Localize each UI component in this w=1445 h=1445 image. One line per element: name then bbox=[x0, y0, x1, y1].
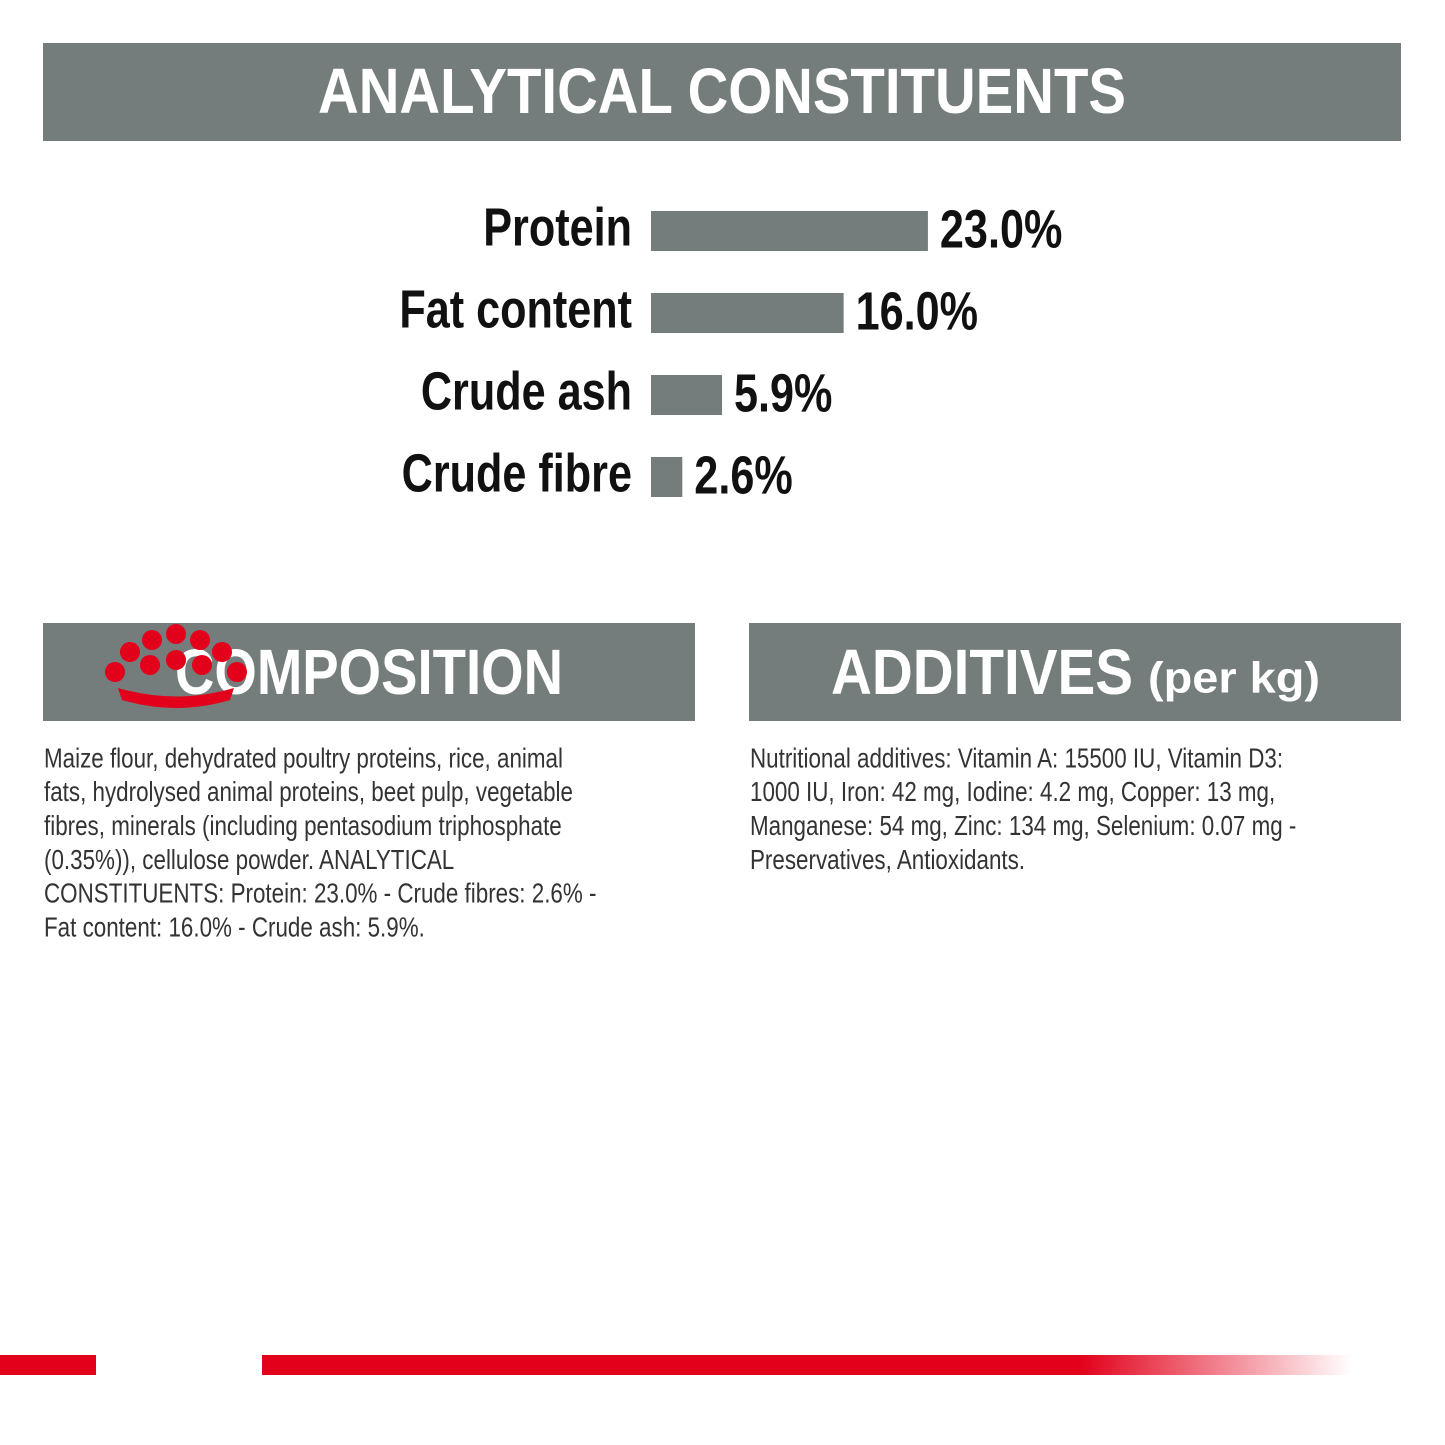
logo bbox=[0, 624, 1352, 1375]
bar bbox=[651, 375, 723, 415]
chart: Protein 23.0% Fat content 16.0% Crude ash 5.9… bbox=[399, 198, 1062, 506]
header-bar bbox=[43, 43, 1401, 141]
additives-header bbox=[749, 623, 1401, 721]
value-label: 5.9% bbox=[734, 364, 832, 424]
header-title: ANALYTICAL CONSTITUENTS bbox=[318, 55, 1126, 127]
text-line: 1000 IU, Iron: 42 mg, Iodine: 4.2 mg, Co… bbox=[750, 777, 1275, 808]
category-label: Fat content bbox=[399, 280, 632, 340]
crown-dot bbox=[120, 642, 140, 662]
text-line: Preservatives, Antioxidants. bbox=[750, 845, 1025, 876]
text-line: (0.35%)), cellulose powder. ANALYTICAL bbox=[44, 845, 454, 876]
category-label: Crude fibre bbox=[402, 444, 632, 504]
crown-dot bbox=[140, 655, 160, 675]
crown-dot bbox=[105, 662, 125, 682]
category-label: Crude ash bbox=[421, 362, 632, 422]
text-line: Fat content: 16.0% - Crude ash: 5.9%. bbox=[44, 912, 425, 943]
crown-base bbox=[118, 688, 234, 708]
additives-subtitle: (per kg) bbox=[1148, 654, 1320, 703]
text-line: fats, hydrolysed animal proteins, beet p… bbox=[44, 777, 573, 808]
value-label: 16.0% bbox=[856, 282, 978, 342]
crown-dot bbox=[190, 630, 210, 650]
category-label: Protein bbox=[483, 198, 632, 258]
red-line bbox=[0, 1355, 96, 1375]
value-label: 2.6% bbox=[694, 446, 792, 506]
crown-dot bbox=[142, 630, 162, 650]
bar bbox=[651, 211, 928, 251]
additives-text: Nutritional additives: Vitamin A: 15500 … bbox=[750, 743, 1296, 875]
text-line: fibres, minerals (including pentasodium … bbox=[44, 811, 562, 842]
red-line bbox=[262, 1355, 1352, 1375]
crown-dot bbox=[192, 655, 212, 675]
additives-title: ADDITIVES bbox=[831, 636, 1133, 708]
text-line: Manganese: 54 mg, Zinc: 134 mg, Selenium… bbox=[750, 811, 1296, 842]
crown-dot bbox=[166, 650, 186, 670]
crown-dot bbox=[212, 642, 232, 662]
value-label: 23.0% bbox=[940, 200, 1062, 260]
text-line: CONSTITUENTS: Protein: 23.0% - Crude fib… bbox=[44, 878, 596, 909]
crown-dot bbox=[166, 624, 186, 644]
text-line: Nutritional additives: Vitamin A: 15500 … bbox=[750, 743, 1283, 774]
crown-dot bbox=[227, 662, 247, 682]
bar bbox=[651, 293, 844, 333]
composition-text: Maize flour, dehydrated poultry proteins… bbox=[44, 743, 596, 943]
text-line: Maize flour, dehydrated poultry proteins… bbox=[44, 743, 563, 774]
bar bbox=[651, 457, 683, 497]
